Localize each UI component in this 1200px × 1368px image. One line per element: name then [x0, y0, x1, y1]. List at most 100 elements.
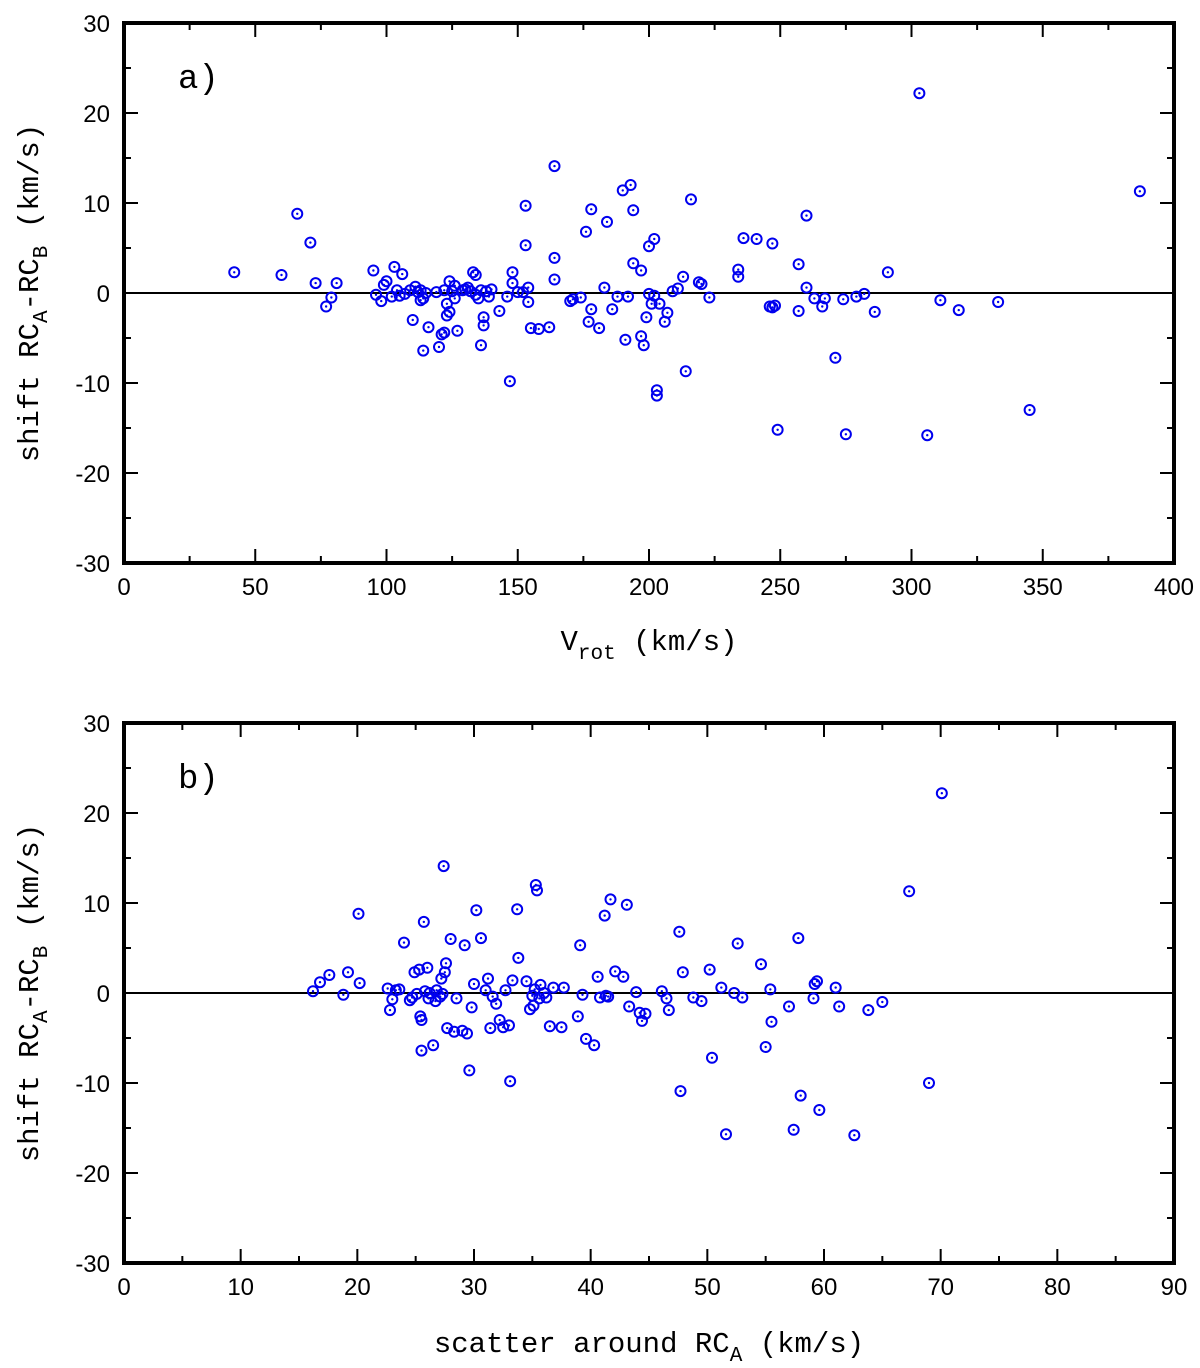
data-point [543, 321, 556, 334]
data-point-center [448, 310, 451, 314]
x-tick-label: 20 [344, 1274, 371, 1301]
data-point [475, 339, 487, 352]
data-point-center [479, 344, 483, 347]
data-point-center [562, 986, 566, 989]
data-point-center [742, 236, 745, 240]
data-point [833, 1000, 846, 1013]
data-point-center [517, 956, 520, 960]
data-point [616, 184, 629, 197]
data-point-center [653, 294, 656, 297]
data-point-center [437, 345, 441, 349]
data-point [352, 907, 365, 920]
data-point [792, 932, 805, 945]
data-point-marker [637, 339, 650, 352]
data-point [588, 1039, 601, 1052]
data-point-center [482, 316, 485, 319]
data-point-marker [436, 987, 449, 1000]
data-point-marker [653, 297, 666, 310]
data-point-marker [309, 277, 322, 290]
data-point-marker [448, 1025, 461, 1038]
data-point-center [431, 1044, 435, 1047]
data-point-marker [598, 909, 611, 922]
data-point [839, 428, 852, 441]
data-point [639, 1007, 652, 1020]
data-point-center [324, 305, 328, 308]
data-point-marker [593, 322, 606, 335]
data-point-center [797, 309, 800, 313]
data-point [304, 236, 317, 249]
data-point-center [708, 968, 711, 971]
y-tick-label: -10 [75, 371, 110, 398]
data-point [829, 351, 842, 364]
data-point-marker [816, 300, 829, 313]
data-point [511, 903, 524, 916]
data-point-marker [228, 266, 241, 279]
data-point [881, 266, 894, 279]
data-point-marker [731, 937, 744, 950]
data-point-center [388, 1008, 392, 1012]
data-point [695, 995, 708, 1008]
data-point [475, 932, 487, 945]
data-point-marker [396, 268, 409, 281]
data-point-center [498, 309, 501, 313]
data-point-center [792, 1128, 795, 1132]
data-point-marker [469, 269, 482, 281]
x-tick-label: 40 [577, 1274, 604, 1301]
data-point [353, 977, 366, 990]
y-axis-title-subscript: A [31, 1010, 54, 1023]
data-point-center [393, 265, 396, 269]
data-point-center [420, 1018, 423, 1022]
data-point [506, 974, 519, 987]
data-point [935, 787, 948, 800]
data-point-marker [766, 237, 779, 250]
data-point-center [511, 281, 514, 285]
data-point [1133, 185, 1146, 198]
data-point-marker [588, 1039, 601, 1052]
data-point [769, 299, 781, 312]
data-point-marker [601, 215, 613, 228]
data-point-center [797, 263, 800, 266]
data-point-marker [1133, 185, 1146, 198]
data-point-marker [320, 300, 333, 313]
data-point-center [511, 979, 514, 982]
data-point-center [834, 356, 837, 359]
data-point-marker [440, 297, 453, 310]
data-point [520, 975, 533, 988]
data-point [732, 270, 745, 283]
data-point-marker [639, 1007, 652, 1020]
data-point [685, 193, 697, 206]
data-point-center [689, 198, 693, 201]
data-point-marker [839, 428, 852, 441]
data-point-center [692, 996, 695, 999]
data-point-marker [679, 365, 692, 378]
data-point [811, 975, 823, 988]
data-point-marker [633, 1006, 646, 1019]
data-point [624, 179, 637, 191]
data-point-marker [616, 184, 629, 197]
data-point [571, 1010, 584, 1023]
data-point-marker [811, 975, 823, 988]
data-point-marker [477, 319, 490, 332]
data-point-center [441, 992, 444, 996]
data-point [484, 1022, 497, 1035]
data-point [291, 207, 304, 220]
data-point-marker [393, 983, 406, 996]
data-point-center [812, 997, 815, 1000]
data-point [435, 972, 448, 985]
data-point-marker [566, 293, 579, 306]
data-point [598, 909, 611, 922]
data-point [609, 965, 622, 978]
data-point [653, 297, 666, 310]
data-point-center [422, 920, 426, 924]
data-point-marker [695, 995, 708, 1008]
data-point-center [532, 1004, 535, 1007]
data-point-center [741, 996, 744, 999]
data-point-marker [564, 295, 577, 308]
data-point [555, 1021, 568, 1034]
data-point [952, 304, 965, 317]
y-axis-title-part: shift RC [14, 1023, 47, 1162]
data-point-center [521, 290, 525, 294]
data-point-marker [375, 295, 388, 308]
x-tick-label: 90 [1161, 1274, 1188, 1301]
data-point-center [456, 329, 459, 332]
